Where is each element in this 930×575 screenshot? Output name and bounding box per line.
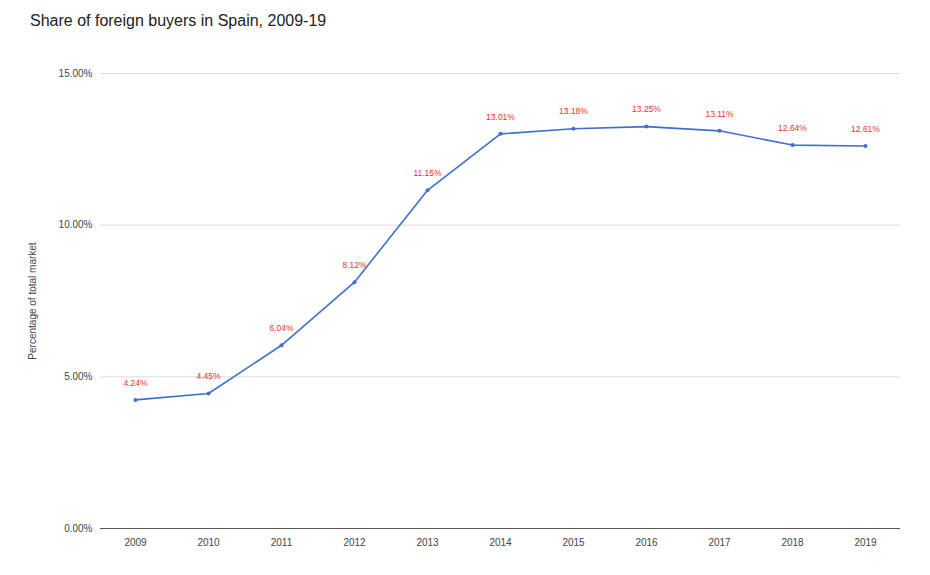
- svg-text:13.11%: 13.11%: [705, 109, 734, 119]
- svg-text:8.12%: 8.12%: [342, 260, 367, 270]
- svg-text:13.18%: 13.18%: [559, 106, 588, 116]
- svg-text:2012: 2012: [343, 537, 366, 548]
- svg-text:15.00%: 15.00%: [59, 68, 93, 79]
- svg-text:2014: 2014: [489, 537, 512, 548]
- svg-text:Percentage of total market: Percentage of total market: [27, 242, 38, 360]
- svg-text:12.64%: 12.64%: [778, 123, 807, 133]
- svg-text:2011: 2011: [271, 537, 293, 548]
- svg-text:6.04%: 6.04%: [269, 323, 294, 333]
- svg-text:4.45%: 4.45%: [196, 371, 221, 381]
- svg-text:11.15%: 11.15%: [413, 168, 442, 178]
- svg-text:2009: 2009: [124, 537, 147, 548]
- svg-text:0.00%: 0.00%: [64, 523, 92, 534]
- svg-text:2013: 2013: [416, 537, 439, 548]
- html-text:Share of foreign buyers in Spa: Share of foreign buyers in Spain, 2009-1…: [30, 12, 327, 29]
- svg-text:2019: 2019: [854, 537, 877, 548]
- svg-text:2016: 2016: [635, 537, 658, 548]
- svg-text:12.61%: 12.61%: [851, 124, 880, 134]
- svg-text:13.25%: 13.25%: [632, 104, 661, 114]
- svg-text:2018: 2018: [781, 537, 804, 548]
- svg-text:2010: 2010: [197, 537, 220, 548]
- svg-text:13.01%: 13.01%: [486, 112, 515, 122]
- svg-text:10.00%: 10.00%: [59, 219, 93, 230]
- svg-text:2017: 2017: [708, 537, 731, 548]
- svg-text:4.24%: 4.24%: [123, 378, 148, 388]
- svg-text:2015: 2015: [562, 537, 585, 548]
- svg-text:5.00%: 5.00%: [64, 371, 92, 382]
